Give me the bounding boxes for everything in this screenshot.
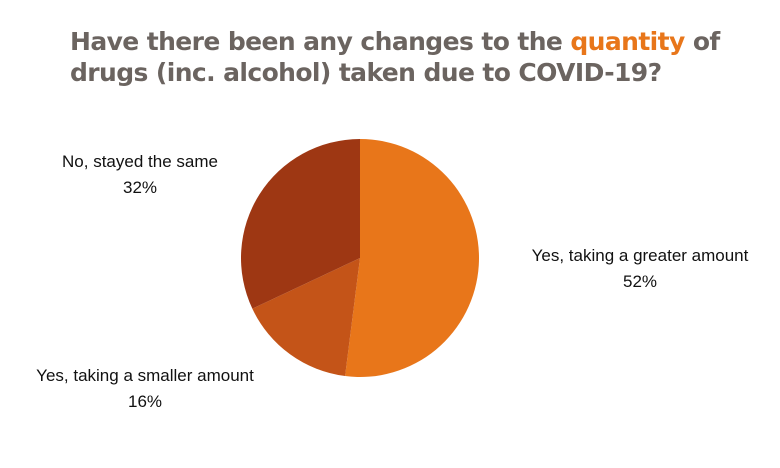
title-part1: Have there been any changes to the (70, 27, 571, 56)
slice-label-greater-value: 52% (622, 272, 658, 291)
slice-label-smaller-text: Yes, taking a smaller amount (36, 366, 254, 385)
slice-label-same-text: No, stayed the same (62, 152, 218, 171)
slice-label-same-value: 32% (122, 178, 158, 197)
title-highlight: quantity (570, 27, 685, 56)
slice-label-greater-text: Yes, taking a greater amount (531, 246, 749, 265)
pie-slice-same (241, 139, 360, 309)
title-part2: of drugs (inc. alcohol) taken due to COV… (70, 27, 720, 87)
pie-slice-smaller (252, 258, 360, 377)
slice-label-smaller: Yes, taking a smaller amount 16% (10, 363, 280, 415)
slice-label-greater: Yes, taking a greater amount 52% (505, 243, 775, 295)
slice-label-smaller-value: 16% (127, 392, 163, 411)
slice-label-same: No, stayed the same 32% (30, 149, 250, 201)
pie-slice-greater (345, 139, 479, 378)
chart-title: Have there been any changes to the quant… (70, 26, 760, 88)
